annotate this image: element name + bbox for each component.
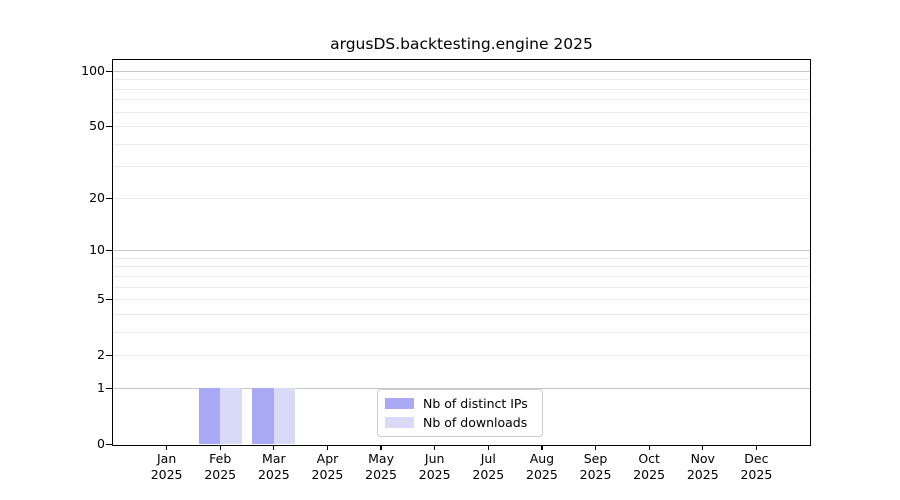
y-gridline-minor [113,257,810,259]
x-tick-year: 2025 [633,467,666,482]
y-tick [105,70,113,73]
x-tick-month: Jun [424,451,445,466]
y-gridline-minor [113,126,810,128]
x-tick-month: Oct [638,451,660,466]
x-tick [487,445,489,450]
y-gridline-minor [113,166,810,168]
y-tick-label: 20 [89,189,105,205]
chart-title: argusDS.backtesting.engine 2025 [330,35,593,53]
x-tick-label: Jun 2025 [405,451,465,483]
y-gridline-minor [113,266,810,268]
x-tick [166,445,168,450]
legend-swatch-distinct-ips [385,398,414,409]
bar-distinct-ips-feb [198,388,221,445]
y-tick-label: 5 [97,291,105,307]
y-gridline-minor [113,79,810,81]
legend-entry-distinct-ips: Nb of distinct IPs [385,396,533,411]
x-tick-label: Jan 2025 [137,451,197,483]
y-tick [105,355,113,357]
x-tick-year: 2025 [472,467,505,482]
y-tick [105,299,113,301]
x-tick-year: 2025 [740,467,773,482]
x-tick [326,445,329,450]
legend: Nb of distinct IPs Nb of downloads [377,389,543,437]
x-tick-month: Nov [690,451,715,466]
y-tick-label: 10 [89,242,105,258]
bar-downloads-feb [220,388,242,445]
x-tick [541,445,543,450]
legend-label-downloads: Nb of downloads [423,415,528,430]
x-tick [434,445,436,450]
y-gridline-minor [113,197,810,199]
x-tick-year: 2025 [257,467,290,482]
y-gridline-minor [113,275,810,277]
x-tick-month: Jul [480,451,496,466]
x-tick-year: 2025 [418,467,451,482]
y-tick [105,197,113,200]
y-gridline-minor [113,99,810,101]
x-tick-label: Apr 2025 [297,451,357,483]
y-gridline-minor [113,111,810,113]
x-tick-month: Sep [583,451,608,466]
y-gridline-minor [113,313,810,315]
x-tick-year: 2025 [311,467,344,482]
x-tick-month: May [368,451,394,466]
y-tick [105,250,113,252]
y-tick-label: 2 [97,347,105,363]
x-tick [380,445,382,450]
x-tick-year: 2025 [526,467,558,482]
legend-entry-downloads: Nb of downloads [385,415,533,430]
y-gridline-minor [113,331,810,333]
x-tick-month: Aug [529,451,555,466]
x-tick [594,445,597,450]
x-tick-month: Feb [209,451,232,466]
x-tick-label: Dec 2025 [726,451,786,483]
y-gridline-minor [113,143,810,145]
y-gridline-major [113,250,810,252]
y-gridline-minor [113,286,810,288]
x-tick-year: 2025 [150,467,183,482]
x-tick-year: 2025 [686,467,719,482]
y-gridline-major [113,387,810,389]
y-tick [105,126,113,128]
y-gridline-minor [113,88,810,90]
x-tick-month: Apr [316,451,339,466]
x-tick-month: Jan [156,451,177,466]
y-gridline-minor [113,299,810,301]
legend-swatch-downloads [385,417,414,428]
bar-downloads-mar [273,388,296,445]
x-tick-year: 2025 [365,467,397,482]
x-tick-label: Jul 2025 [458,451,518,483]
x-tick [219,445,221,450]
x-tick [755,445,757,450]
y-gridline-major [113,70,810,72]
x-tick-year: 2025 [579,467,612,482]
x-tick-year: 2025 [204,467,237,482]
x-tick-label: Sep 2025 [566,451,626,483]
x-tick-label: Aug 2025 [512,451,572,483]
x-tick [648,445,650,450]
y-tick-label: 0 [97,436,105,451]
legend-label-distinct-ips: Nb of distinct IPs [423,396,528,411]
y-gridline-minor [113,355,810,357]
x-tick [702,445,704,450]
x-tick-month: Mar [262,451,286,466]
y-tick [105,443,113,446]
y-tick-label: 1 [97,379,105,395]
y-tick-label: 100 [81,62,105,78]
x-tick-label: May 2025 [351,451,411,483]
bar-distinct-ips-mar [252,388,274,445]
y-tick-label: 50 [89,118,105,134]
x-tick-label: Oct 2025 [619,451,679,483]
x-tick-label: Mar 2025 [244,451,304,483]
y-tick [105,387,113,390]
x-tick-month: Dec [744,451,769,466]
x-tick-label: Nov 2025 [673,451,733,483]
x-tick [273,445,275,450]
x-tick-label: Feb 2025 [190,451,250,483]
